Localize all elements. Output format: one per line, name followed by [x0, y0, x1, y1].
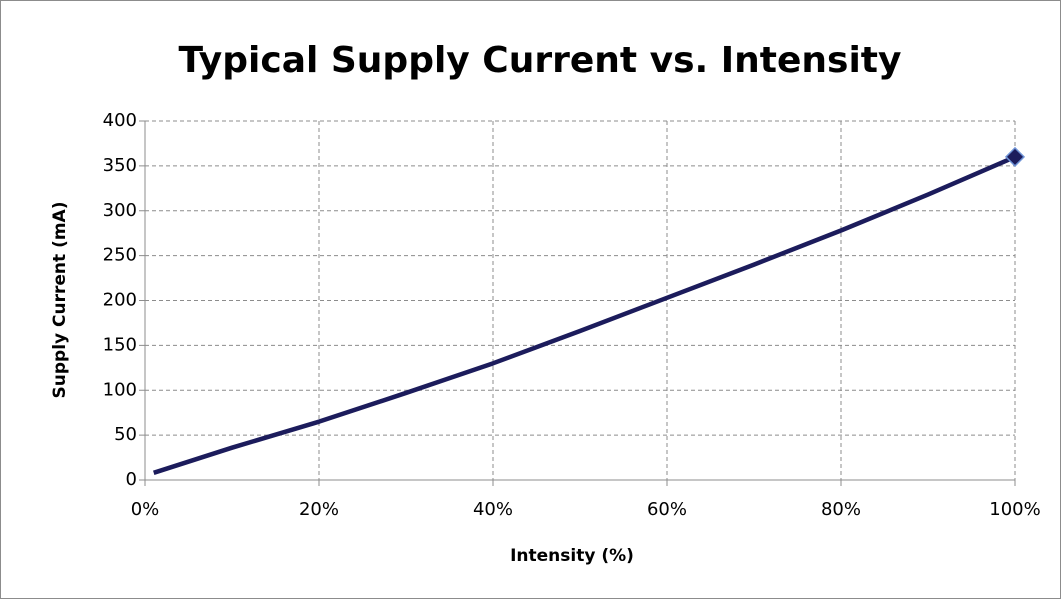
x-tick-label: 20% — [299, 499, 339, 520]
y-tick-label: 100 — [103, 379, 137, 400]
y-tick-label: 150 — [103, 334, 137, 355]
y-axis-label: Supply Current (mA) — [50, 202, 70, 399]
y-tick-label: 250 — [103, 245, 137, 266]
chart-title: Typical Supply Current vs. Intensity — [179, 40, 902, 81]
x-tick-label: 80% — [821, 499, 861, 520]
y-tick-label: 400 — [103, 110, 137, 131]
end-marker — [1004, 146, 1026, 167]
series-line — [153, 154, 1016, 475]
x-tick-label: 100% — [989, 499, 1040, 520]
y-tick-label: 0 — [126, 469, 137, 490]
y-tick-label: 50 — [114, 424, 137, 445]
y-tick-label: 200 — [103, 290, 137, 311]
x-tick-label: 60% — [647, 499, 687, 520]
x-tick-label: 40% — [473, 499, 513, 520]
y-tick-label: 300 — [103, 200, 137, 221]
x-axis-label: Intensity (%) — [510, 546, 634, 566]
y-tick-label: 350 — [103, 155, 137, 176]
x-tick-label: 0% — [131, 499, 160, 520]
